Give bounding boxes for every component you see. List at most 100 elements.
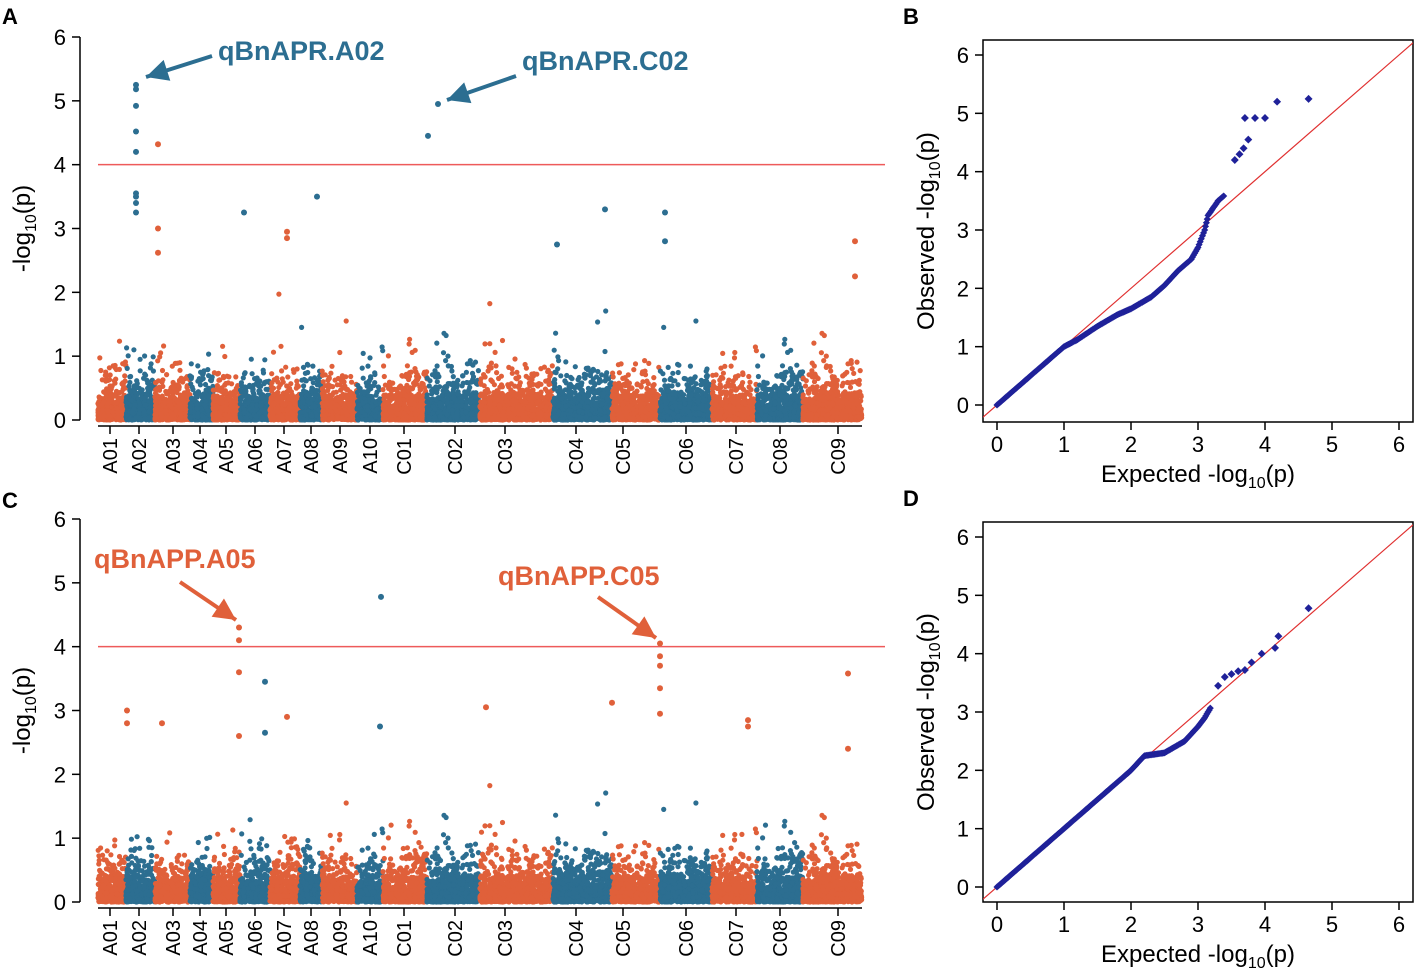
data-point xyxy=(287,402,292,407)
data-point xyxy=(226,374,231,379)
data-point xyxy=(270,411,275,416)
data-point xyxy=(264,387,269,392)
data-point xyxy=(168,417,173,422)
data-point xyxy=(244,416,249,421)
data-point xyxy=(122,373,127,378)
y-tick-label: 1 xyxy=(54,344,66,369)
data-point xyxy=(321,409,326,414)
data-point xyxy=(344,318,349,323)
data-point xyxy=(295,383,300,388)
data-point xyxy=(310,364,315,369)
data-point xyxy=(139,395,144,400)
data-point xyxy=(242,393,247,398)
data-point xyxy=(333,378,338,383)
data-point xyxy=(261,368,266,373)
data-point xyxy=(125,366,130,371)
data-point xyxy=(249,357,254,362)
chromosome-label: C05 xyxy=(613,438,635,475)
data-point xyxy=(119,381,124,386)
data-point xyxy=(282,402,287,407)
data-point xyxy=(149,361,154,366)
data-point xyxy=(222,354,227,359)
data-point xyxy=(271,417,276,422)
data-point xyxy=(107,417,112,422)
data-point xyxy=(176,383,181,388)
data-point xyxy=(279,413,284,418)
data-point xyxy=(132,389,137,394)
data-point xyxy=(320,391,325,396)
data-point xyxy=(106,413,111,418)
chromosome-label: C04 xyxy=(566,438,588,475)
data-point xyxy=(177,378,182,383)
data-point xyxy=(347,391,352,396)
data-point xyxy=(226,414,231,419)
data-point xyxy=(98,368,103,373)
data-point xyxy=(145,393,150,398)
data-point xyxy=(205,367,210,372)
data-point xyxy=(97,396,102,401)
data-point xyxy=(272,377,277,382)
y-tick-label: 4 xyxy=(54,153,66,178)
data-point xyxy=(215,417,220,422)
data-point xyxy=(153,411,158,416)
data-point xyxy=(203,382,208,387)
data-point xyxy=(177,360,182,365)
data-point xyxy=(269,371,274,376)
data-point xyxy=(224,407,229,412)
data-point xyxy=(285,374,290,379)
data-point xyxy=(114,406,119,411)
panel-letter-a: A xyxy=(2,4,18,29)
chromosome-label: A08 xyxy=(301,438,323,474)
data-point xyxy=(320,373,325,378)
data-point xyxy=(195,411,200,416)
data-point xyxy=(280,376,285,381)
data-point xyxy=(325,378,330,383)
data-point xyxy=(103,378,108,383)
data-point xyxy=(200,395,205,400)
data-point xyxy=(113,365,118,370)
data-point xyxy=(96,410,101,415)
data-point xyxy=(331,390,336,395)
data-point xyxy=(155,393,160,398)
data-point xyxy=(321,379,326,384)
data-point xyxy=(252,376,257,381)
data-point xyxy=(138,417,143,422)
data-point xyxy=(195,363,200,368)
data-point xyxy=(153,399,158,404)
data-point xyxy=(134,384,139,389)
data-point xyxy=(291,412,296,417)
chromosome-label: A01 xyxy=(100,438,122,474)
data-point xyxy=(276,409,281,414)
data-point xyxy=(106,401,111,406)
y-tick-label: 2 xyxy=(54,280,66,305)
data-point xyxy=(309,388,314,393)
chromosome-label: A03 xyxy=(163,438,185,474)
data-point xyxy=(127,374,132,379)
chromosome-label: A06 xyxy=(245,438,267,474)
data-point xyxy=(337,350,342,355)
data-point xyxy=(108,387,113,392)
data-point xyxy=(335,382,340,387)
data-point xyxy=(190,385,195,390)
data-point xyxy=(264,379,269,384)
data-point xyxy=(143,373,148,378)
chromosome-label: C09 xyxy=(828,438,850,475)
data-point xyxy=(197,376,202,381)
data-point xyxy=(284,389,289,394)
data-point xyxy=(320,386,325,391)
data-point xyxy=(188,409,193,414)
data-point xyxy=(242,387,247,392)
data-point xyxy=(254,414,259,419)
data-point xyxy=(155,358,160,363)
data-point xyxy=(138,368,143,373)
data-point xyxy=(303,378,308,383)
chromosome-label: A05 xyxy=(216,438,238,474)
chromosome-label: A07 xyxy=(274,438,296,474)
data-point xyxy=(115,415,120,420)
data-point xyxy=(278,382,283,387)
data-point xyxy=(278,344,283,349)
data-point xyxy=(189,361,194,366)
data-point xyxy=(171,380,176,385)
chromosome-label: C02 xyxy=(445,438,467,475)
data-point xyxy=(140,387,145,392)
